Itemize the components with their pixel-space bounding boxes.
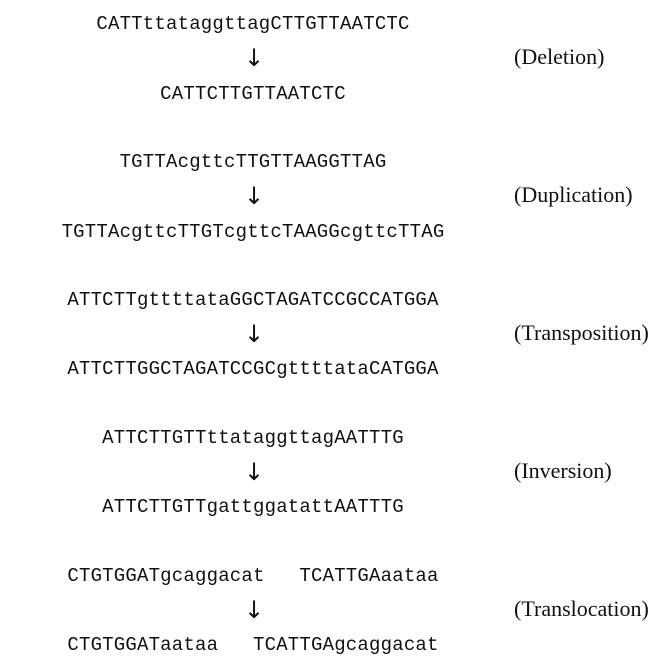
duplication-before-sequence: TGTTAcgttcTTGTTAAGGTTAG bbox=[119, 151, 387, 173]
translocation-down-arrow: ↓ bbox=[243, 596, 265, 624]
duplication-down-arrow: ↓ bbox=[243, 182, 265, 210]
transposition-label: (Transposition) bbox=[514, 320, 649, 345]
deletion-after-sequence: CATTCTTGTTAATCTC bbox=[160, 83, 346, 105]
duplication-label: (Duplication) bbox=[514, 182, 633, 207]
deletion-before-sequence: CATTttataggttagCTTGTTAATCTC bbox=[96, 13, 410, 35]
deletion-down-arrow: ↓ bbox=[243, 44, 265, 72]
transposition-down-arrow: ↓ bbox=[243, 320, 265, 348]
translocation-after-sequence: CTGTGGATaataa TCATTGAgcaggacat bbox=[67, 634, 439, 656]
transposition-after-sequence: ATTCTTGGCTAGATCCGCgttttataCATGGA bbox=[67, 358, 439, 380]
deletion-label: (Deletion) bbox=[514, 44, 605, 69]
translocation-label: (Translocation) bbox=[514, 596, 649, 621]
duplication-after-sequence: TGTTAcgttcTTGTcgttcTAAGGcgttcTTAG bbox=[61, 221, 445, 243]
translocation-before-sequence: CTGTGGATgcaggacat TCATTGAaataa bbox=[67, 565, 439, 587]
inversion-before-sequence: ATTCTTGTTttataggttagAATTTG bbox=[102, 427, 404, 449]
inversion-down-arrow: ↓ bbox=[243, 458, 265, 486]
inversion-after-sequence: ATTCTTGTTgattggatattAATTTG bbox=[102, 496, 404, 518]
inversion-label: (Inversion) bbox=[514, 458, 612, 483]
transposition-before-sequence: ATTCTTgttttataGGCTAGATCCGCCATGGA bbox=[67, 289, 439, 311]
